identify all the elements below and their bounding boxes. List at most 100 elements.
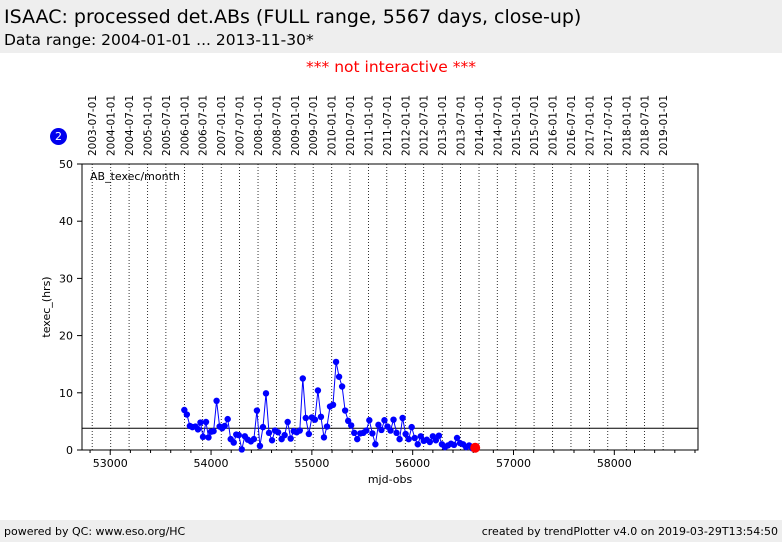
chart-number-badge[interactable]: 2: [50, 128, 67, 145]
x-tick-label: 53000: [93, 457, 128, 470]
data-point: [351, 429, 358, 437]
data-point: [268, 437, 276, 444]
y-tick-label: 0: [66, 444, 73, 457]
data-point: [390, 416, 397, 423]
header-bar: ISAAC: processed det.ABs (FULL range, 55…: [0, 0, 782, 53]
data-point: [210, 427, 217, 435]
top-date-label: 2009-07-01: [308, 95, 320, 156]
data-point: [274, 429, 282, 436]
x-axis-label: mjd-obs: [368, 473, 413, 486]
data-point: [387, 427, 394, 434]
top-date-label: 2018-01-01: [621, 95, 633, 156]
top-date-label: 2004-01-01: [106, 95, 118, 156]
data-point: [426, 438, 434, 446]
data-point: [202, 418, 210, 426]
top-date-label: 2004-07-01: [124, 95, 136, 156]
y-tick-label: 30: [59, 272, 73, 285]
data-point: [332, 358, 340, 366]
y-tick-label: 50: [59, 158, 73, 171]
data-point: [432, 437, 440, 444]
data-point: [296, 427, 303, 434]
data-point: [411, 434, 418, 442]
x-tick-label: 57000: [496, 457, 531, 470]
data-point: [314, 387, 322, 394]
top-date-label: 2006-07-01: [198, 95, 210, 156]
data-point: [414, 441, 421, 448]
top-date-label: 2008-07-01: [271, 95, 283, 156]
data-point: [205, 434, 212, 441]
data-point: [381, 417, 388, 424]
top-date-label: 2010-07-01: [345, 95, 357, 156]
y-axis-label: texec_(hrs): [40, 276, 53, 337]
data-point: [253, 407, 261, 414]
top-date-label: 2007-01-01: [216, 95, 228, 156]
data-point: [194, 426, 202, 433]
top-date-label: 2011-01-01: [364, 95, 376, 156]
data-point: [230, 439, 237, 446]
data-point: [311, 416, 319, 423]
top-date-label: 2016-01-01: [548, 95, 560, 156]
series-points: [181, 358, 481, 453]
top-date-label: 2018-07-01: [640, 95, 652, 156]
data-point: [344, 417, 352, 425]
page-title: ISAAC: processed det.ABs (FULL range, 55…: [4, 6, 582, 28]
top-date-label: 2016-07-01: [566, 95, 578, 156]
data-point: [238, 446, 245, 453]
top-date-label: 2015-07-01: [529, 95, 541, 156]
data-point: [393, 429, 400, 437]
data-point: [183, 411, 191, 418]
y-axis: 0 10 20 30 40 50: [59, 158, 82, 457]
data-point: [197, 419, 204, 426]
y-tick-label: 40: [59, 215, 73, 228]
top-date-label: 2012-01-01: [400, 95, 412, 156]
data-point: [366, 417, 373, 424]
top-date-label: 2010-01-01: [327, 95, 339, 156]
data-point: [299, 375, 306, 382]
top-date-label: 2019-01-01: [658, 95, 670, 156]
top-date-label: 2012-07-01: [419, 95, 431, 156]
data-point: [369, 430, 376, 437]
data-point: [405, 435, 412, 443]
top-date-label: 2007-07-01: [234, 95, 246, 156]
data-point: [378, 426, 385, 434]
data-point: [259, 423, 267, 431]
x-tick-label: 58000: [597, 457, 632, 470]
x-axis: 53000 54000 55000 56000 57000 58000: [89, 450, 696, 470]
data-point: [329, 401, 337, 409]
data-point: [417, 433, 424, 440]
data-point: [305, 430, 313, 438]
data-point: [435, 432, 443, 439]
footer-created-by: created by trendPlotter v4.0 on 2019-03-…: [481, 525, 778, 538]
data-point: [265, 429, 273, 437]
x-tick-label: 54000: [194, 457, 229, 470]
top-date-label: 2008-01-01: [253, 95, 265, 156]
data-point: [450, 441, 458, 449]
top-date-label: 2005-01-01: [143, 95, 155, 156]
data-point: [284, 418, 291, 426]
x-tick-label: 55000: [294, 457, 329, 470]
x-tick-label: 56000: [395, 457, 430, 470]
top-date-label: 2014-01-01: [474, 95, 486, 156]
top-date-label: 2017-01-01: [585, 95, 597, 156]
footer-powered-by: powered by QC: www.eso.org/HC: [4, 525, 186, 538]
data-point: [399, 414, 406, 422]
data-point: [317, 413, 325, 421]
data-point: [224, 415, 231, 423]
data-point: [341, 407, 349, 414]
top-date-label: 2009-01-01: [290, 95, 302, 156]
chart-annotation: AB_texec/month: [90, 170, 180, 183]
y-tick-label: 10: [59, 387, 73, 400]
top-date-label: 2014-07-01: [492, 95, 504, 156]
data-point: [235, 431, 242, 439]
top-date-label: 2005-07-01: [161, 95, 173, 156]
data-point: [354, 435, 361, 443]
top-date-label: 2013-01-01: [437, 95, 449, 156]
data-point: [372, 441, 379, 448]
data-point: [335, 373, 343, 380]
trend-chart: 2003-07-01 2004-01-01 2004-07-01 2005-01-01…: [40, 95, 699, 486]
data-point: [250, 435, 258, 443]
data-point: [396, 435, 403, 443]
top-date-axis: 2003-07-01 2004-01-01 2004-07-01 2005-01-01…: [87, 95, 670, 156]
footer-bar: powered by QC: www.eso.org/HC created by…: [0, 520, 782, 542]
data-point: [256, 442, 264, 450]
